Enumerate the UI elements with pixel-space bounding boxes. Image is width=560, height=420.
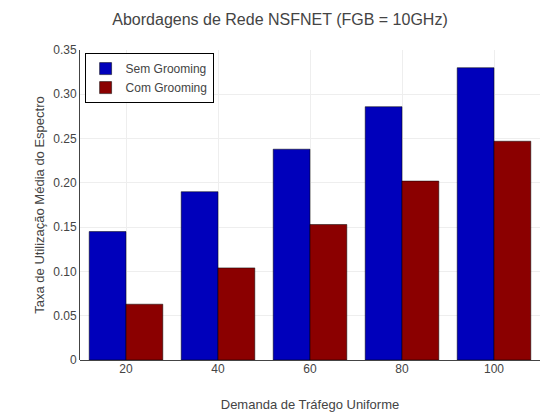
svg-text:0.15: 0.15 bbox=[53, 220, 77, 234]
svg-text:100: 100 bbox=[484, 362, 504, 376]
svg-text:0.35: 0.35 bbox=[53, 43, 77, 57]
svg-text:40: 40 bbox=[211, 362, 225, 376]
svg-text:80: 80 bbox=[395, 362, 409, 376]
svg-text:0.30: 0.30 bbox=[53, 87, 77, 101]
svg-text:0.10: 0.10 bbox=[53, 265, 77, 279]
svg-text:Com Grooming: Com Grooming bbox=[126, 81, 207, 95]
svg-text:0.25: 0.25 bbox=[53, 132, 77, 146]
svg-text:0: 0 bbox=[70, 353, 77, 367]
svg-text:Sem Grooming: Sem Grooming bbox=[126, 62, 207, 76]
svg-text:Demanda de Tráfego Uniforme: Demanda de Tráfego Uniforme bbox=[221, 397, 399, 412]
svg-text:Taxa de Utilização Média do Es: Taxa de Utilização Média do Espectro bbox=[32, 96, 47, 314]
svg-text:20: 20 bbox=[119, 362, 133, 376]
svg-text:60: 60 bbox=[303, 362, 317, 376]
svg-text:0.20: 0.20 bbox=[53, 176, 77, 190]
svg-text:0.05: 0.05 bbox=[53, 309, 77, 323]
svg-text:Abordagens de Rede NSFNET (FGB: Abordagens de Rede NSFNET (FGB = 10GHz) bbox=[112, 11, 447, 28]
